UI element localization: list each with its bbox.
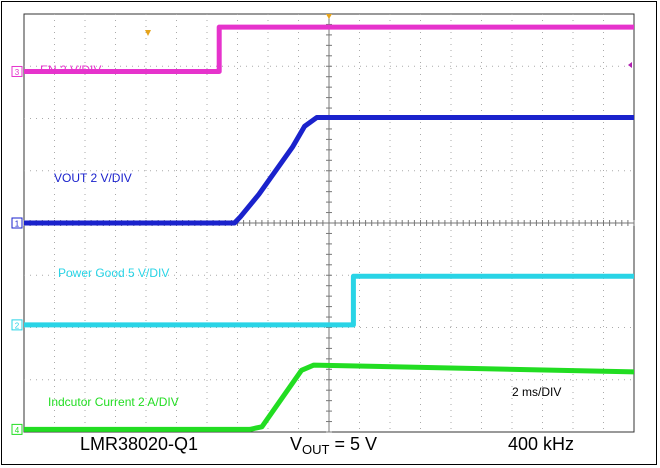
trigger-level-marker bbox=[628, 62, 632, 68]
channel-labels: EN 2 V/DIV VOUT 2 V/DIV Power Good 5 V/DIV… bbox=[40, 63, 179, 409]
channel-label-4: Indcutor Current 2 A/DIV bbox=[48, 395, 179, 409]
svg-text:2: 2 bbox=[15, 321, 20, 330]
svg-text:1: 1 bbox=[15, 220, 20, 229]
vout-spec: VOUT = 5 V bbox=[290, 434, 377, 457]
device-name: LMR38020-Q1 bbox=[80, 434, 199, 454]
trace-channel-2 bbox=[24, 273, 634, 328]
switching-frequency: 400 kHz bbox=[508, 434, 575, 454]
time-scale-label: 2 ms/DIV bbox=[512, 385, 561, 399]
center-marker bbox=[326, 14, 332, 19]
channel-label-3: EN 2 V/DIV bbox=[40, 63, 101, 77]
vout-subscript: OUT bbox=[302, 442, 330, 457]
vout-value: = 5 V bbox=[329, 434, 377, 454]
channel-marker-4: 4 bbox=[11, 423, 23, 435]
channel-label-2: Power Good 5 V/DIV bbox=[58, 266, 169, 280]
svg-text:4: 4 bbox=[15, 426, 20, 435]
traces bbox=[24, 24, 635, 432]
vout-prefix: V bbox=[290, 434, 303, 454]
trigger-position-marker bbox=[145, 30, 151, 36]
channel-marker-2: 2 bbox=[11, 319, 23, 331]
trace-channel-3 bbox=[24, 24, 634, 74]
channel-markers: 3 1 2 4 bbox=[11, 65, 23, 435]
trace-channel-1 bbox=[24, 115, 634, 226]
trace-channel-4 bbox=[24, 362, 635, 432]
channel-label-1: VOUT 2 V/DIV bbox=[54, 171, 132, 185]
svg-text:3: 3 bbox=[15, 68, 20, 77]
channel-marker-1: 1 bbox=[11, 217, 23, 229]
channel-marker-3: 3 bbox=[11, 65, 23, 77]
